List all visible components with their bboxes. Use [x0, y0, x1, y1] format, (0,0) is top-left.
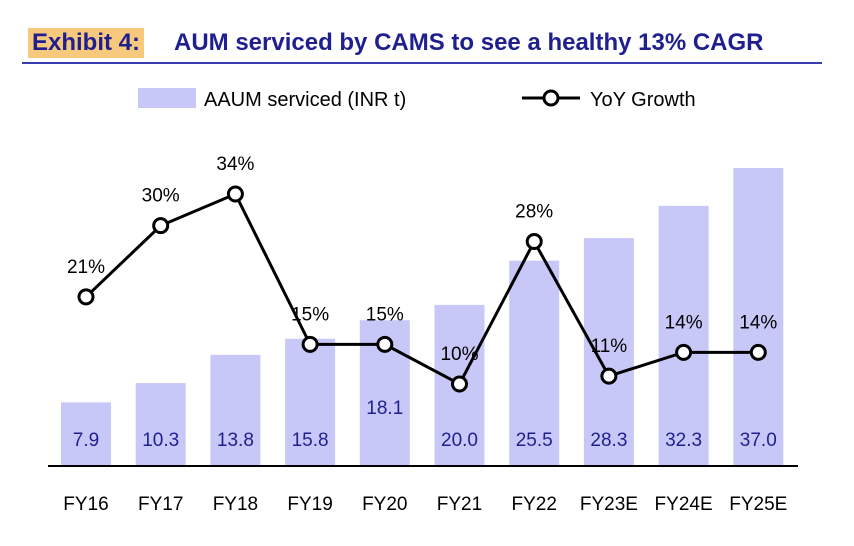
x-tick-label: FY23E [580, 494, 638, 515]
yoy-value-label: 15% [291, 304, 329, 325]
bar-fy25e [733, 168, 784, 466]
yoy-point [226, 185, 244, 203]
yoy-value-label: 21% [67, 257, 105, 278]
yoy-value-label: 15% [366, 304, 404, 325]
bar-value-label: 13.8 [217, 430, 254, 451]
yoy-point [525, 233, 543, 250]
yoy-point [600, 367, 618, 385]
legend-bar-label: AAUM serviced (INR t) [204, 89, 406, 111]
bar-fy24e [658, 205, 709, 466]
bar-fy19 [285, 338, 336, 466]
exhibit-header: Exhibit 4: AUM serviced by CAMS to see a… [22, 22, 822, 64]
bar-value-label: 10.3 [142, 430, 179, 451]
bar-value-label: 32.3 [665, 430, 702, 451]
exhibit-title: AUM serviced by CAMS to see a healthy 13… [174, 29, 764, 56]
legend-line-label: YoY Growth [590, 89, 696, 111]
bar-fy17 [135, 383, 186, 466]
bar-value-label: 15.8 [292, 430, 329, 451]
yoy-point [301, 335, 319, 353]
yoy-point [451, 375, 468, 393]
yoy-point [376, 335, 394, 353]
x-tick-label: FY20 [362, 494, 407, 515]
yoy-value-label: 28% [515, 202, 553, 223]
bars: 7.9 10.3 13.8 15.8 18.1 20.0 25.5 28.3 32.3 37.0 [61, 168, 784, 466]
yoy-point [749, 343, 767, 361]
bar-fy16 [61, 402, 111, 466]
bar-fy18 [210, 354, 261, 466]
x-axis-ticks: FY16 FY17 FY18 FY19 FY20 FY21 FY22 FY23E FY24E FY… [63, 494, 787, 515]
yoy-value-label: 34% [216, 154, 254, 175]
x-tick-label: FY21 [437, 494, 482, 515]
yoy-value-label: 14% [739, 312, 777, 333]
yoy-value-label: 10% [440, 344, 478, 365]
legend-bar-swatch [138, 88, 196, 108]
line-series: 21% 30% 34% 15% 15% 10% 28% 11% 14% 14% [67, 154, 777, 393]
yoy-value-label: 11% [591, 336, 628, 357]
yoy-value-label: 14% [665, 312, 703, 333]
bar-fy23e [583, 238, 634, 466]
bar-value-label: 7.9 [73, 430, 99, 451]
bar-fy22 [509, 260, 560, 466]
exhibit-tag: Exhibit 4: [28, 28, 145, 58]
yoy-point [77, 288, 95, 306]
x-tick-label: FY18 [213, 494, 258, 515]
x-tick-label: FY16 [63, 494, 108, 515]
legend-line-marker [542, 89, 560, 107]
x-tick-label: FY22 [511, 494, 556, 515]
bar-value-label: 18.1 [366, 398, 403, 419]
yoy-value-label: 30% [142, 186, 180, 207]
x-tick-label: FY19 [287, 494, 332, 515]
x-tick-label: FY24E [655, 494, 713, 515]
x-tick-label: FY17 [138, 494, 183, 515]
yoy-point [152, 217, 170, 235]
bar-value-label: 28.3 [590, 430, 627, 451]
bar-value-label: 25.5 [516, 430, 553, 451]
yoy-point [675, 343, 693, 361]
legend: AAUM serviced (INR t) YoY Growth [138, 88, 696, 111]
x-tick-label: FY25E [729, 494, 787, 515]
yoy-growth-line [84, 192, 759, 387]
bar-value-label: 37.0 [740, 430, 777, 451]
bar-value-label: 20.0 [441, 430, 478, 451]
